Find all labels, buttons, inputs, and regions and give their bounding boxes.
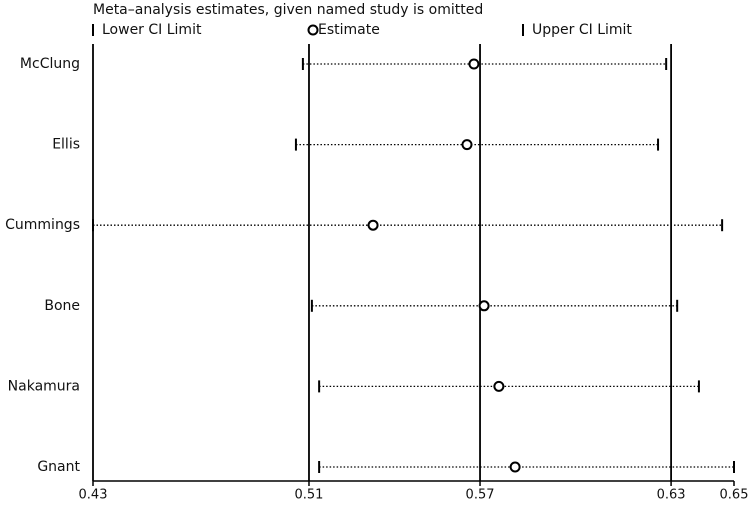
legend-label: Estimate (318, 22, 380, 38)
y-tick-label: McClung (20, 56, 80, 72)
y-tick-label: Gnant (37, 459, 80, 475)
chart-title: Meta–analysis estimates, given named stu… (93, 2, 483, 18)
x-tick-label: 0.51 (295, 488, 324, 503)
x-tick-label: 0.65 (720, 488, 749, 503)
y-tick-label: Ellis (52, 137, 80, 153)
estimate (461, 139, 473, 151)
x-tick-label: 0.43 (79, 488, 108, 503)
estimate (468, 58, 480, 70)
legend-label: Lower CI Limit (102, 22, 202, 38)
y-tick-label: Bone (44, 298, 80, 314)
estimate (509, 461, 521, 473)
legend-marker (307, 24, 319, 36)
x-tick-label: 0.57 (466, 488, 495, 503)
y-tick-label: Nakamura (8, 378, 80, 394)
x-tick-label: 0.63 (657, 488, 686, 503)
estimate (367, 219, 379, 231)
y-tick-label: Cummings (5, 217, 80, 233)
estimate (493, 380, 505, 392)
legend-label: Upper CI Limit (532, 22, 632, 38)
estimate (478, 300, 490, 312)
